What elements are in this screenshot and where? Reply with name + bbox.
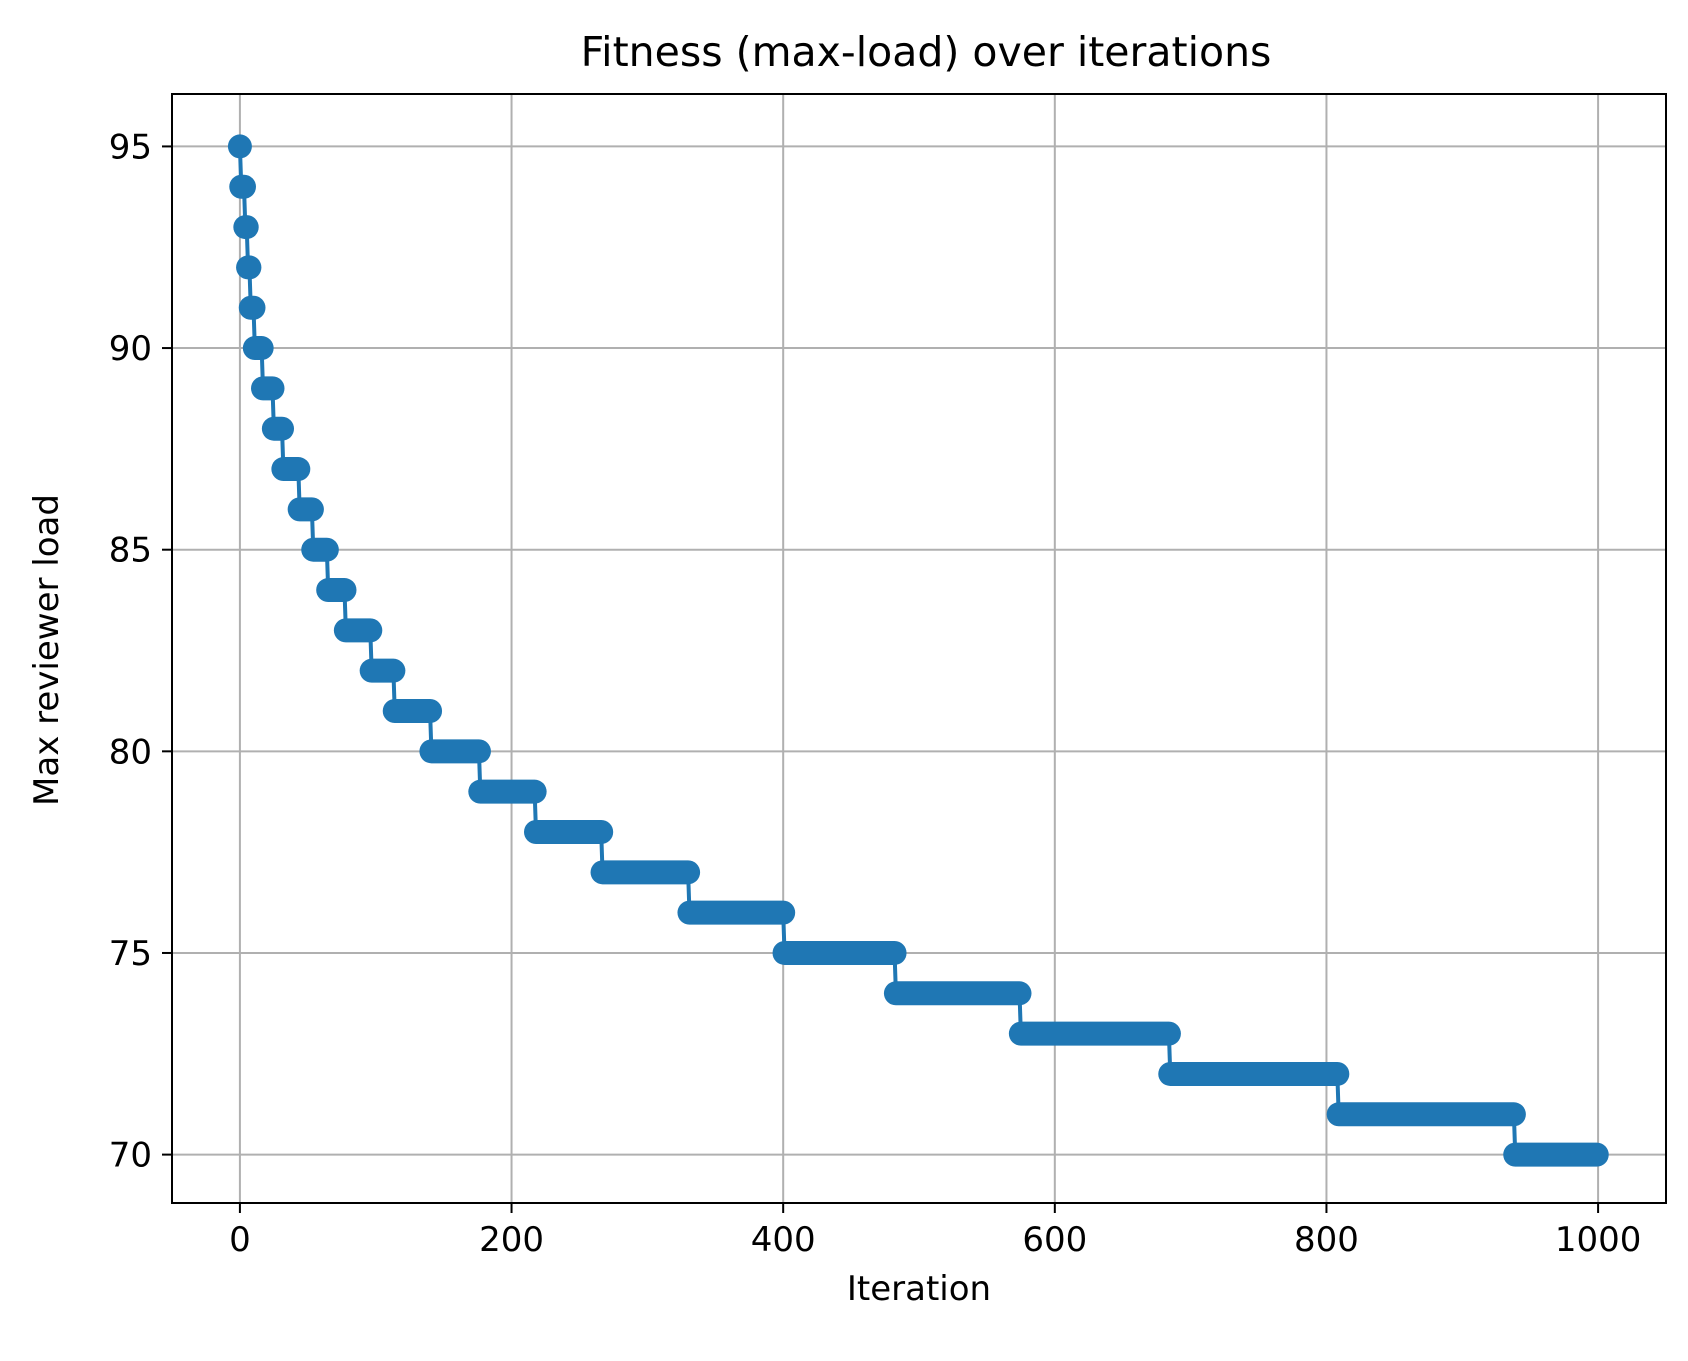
plot-frame bbox=[171, 93, 1667, 1204]
series-line bbox=[227, 134, 1609, 1167]
data-point bbox=[227, 134, 252, 159]
y-tick-label: 80 bbox=[109, 732, 152, 772]
step-markers bbox=[227, 134, 252, 159]
chart-title: Fitness (max-load) over iterations bbox=[581, 28, 1272, 76]
x-tick-label: 400 bbox=[751, 1220, 816, 1260]
x-tick-label: 0 bbox=[229, 1220, 251, 1260]
y-axis-ticks: 70 75 80 85 90 95 bbox=[109, 127, 172, 1176]
x-tick-label: 600 bbox=[1022, 1220, 1087, 1260]
x-axis-ticks: 0 200 400 600 800 1000 bbox=[229, 1203, 1641, 1260]
x-axis-label: Iteration bbox=[847, 1269, 991, 1309]
y-tick-label: 90 bbox=[109, 329, 152, 369]
grid bbox=[172, 94, 1666, 1203]
y-tick-label: 75 bbox=[109, 934, 152, 974]
x-tick-label: 200 bbox=[479, 1220, 544, 1260]
y-tick-label: 70 bbox=[109, 1136, 152, 1176]
y-tick-label: 85 bbox=[109, 531, 152, 571]
x-tick-label: 800 bbox=[1294, 1220, 1359, 1260]
x-tick-label: 1000 bbox=[1555, 1220, 1642, 1260]
y-tick-label: 95 bbox=[109, 127, 152, 167]
y-axis-label: Max reviewer load bbox=[27, 494, 67, 806]
